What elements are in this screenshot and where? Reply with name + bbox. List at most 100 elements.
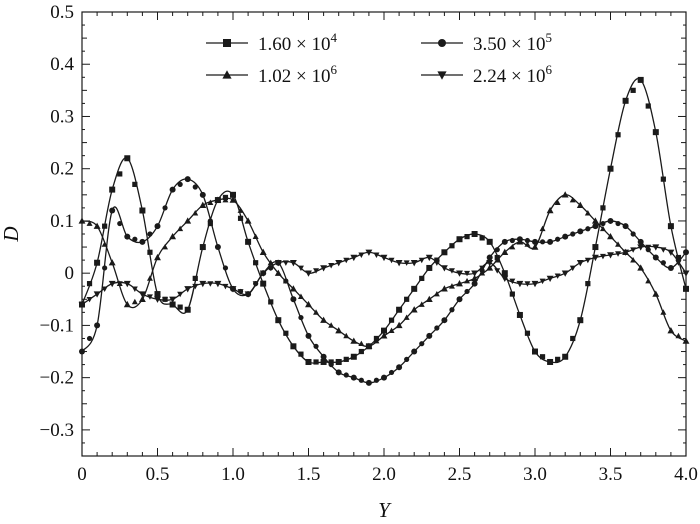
legend-marker — [222, 70, 232, 79]
data-point — [576, 201, 584, 208]
data-point-mid — [101, 241, 108, 247]
data-point — [516, 280, 524, 288]
data-point-mid — [177, 291, 184, 298]
data-point-mid — [600, 220, 606, 227]
data-point-mid — [282, 277, 289, 284]
x-tick-label: 4.0 — [674, 464, 698, 485]
data-point-mid — [283, 330, 289, 336]
data-point — [456, 280, 463, 287]
data-point-mid — [448, 283, 455, 289]
data-point — [335, 260, 343, 267]
data-point — [199, 191, 206, 198]
series-circle — [79, 176, 689, 386]
data-point — [561, 270, 569, 277]
data-point — [637, 264, 645, 271]
data-point — [667, 223, 674, 230]
data-point-mid — [599, 253, 606, 260]
data-point-mid — [328, 322, 335, 328]
data-point-mid — [418, 301, 425, 307]
data-point-mid — [373, 337, 380, 344]
data-point — [607, 217, 614, 224]
data-point-mid — [298, 351, 304, 357]
data-point — [546, 206, 554, 214]
data-point-mid — [675, 332, 682, 339]
data-point-mid — [570, 335, 576, 342]
data-point — [637, 238, 644, 245]
data-point — [138, 291, 146, 298]
data-point — [456, 270, 463, 277]
data-point — [396, 306, 403, 313]
legend-marker — [223, 39, 231, 47]
data-point — [305, 270, 312, 277]
data-point — [667, 249, 675, 256]
data-point-mid — [479, 265, 486, 272]
data-point — [532, 348, 538, 355]
data-point — [290, 343, 297, 350]
data-point — [622, 97, 629, 104]
data-point — [139, 238, 146, 245]
data-point — [94, 322, 101, 329]
data-point-mid — [132, 236, 138, 242]
legend-exponent: 6 — [545, 62, 552, 77]
data-point — [244, 291, 252, 298]
data-point — [335, 358, 342, 365]
data-point — [501, 238, 508, 245]
data-point — [440, 265, 448, 272]
data-point — [577, 317, 584, 324]
data-point-mid — [509, 237, 515, 244]
data-point-mid — [192, 184, 198, 190]
data-point — [169, 301, 176, 308]
data-point — [320, 265, 328, 272]
data-point-mid — [660, 260, 666, 266]
data-point-mid — [585, 281, 591, 287]
data-point — [93, 222, 101, 229]
data-point-mid — [630, 256, 637, 263]
data-point — [350, 374, 357, 381]
data-point-mid — [237, 289, 244, 295]
data-point — [94, 259, 101, 266]
data-point — [93, 291, 101, 298]
data-point-mid — [343, 332, 350, 339]
data-point-mid — [464, 277, 471, 284]
y-tick-label: 0.2 — [50, 159, 74, 180]
data-point-mid — [403, 260, 410, 266]
data-point — [138, 295, 146, 302]
data-point-mid — [192, 275, 198, 281]
legend-entry: 1.60 × 104 — [206, 30, 337, 55]
data-point — [501, 270, 508, 277]
data-point-mid — [404, 296, 410, 302]
data-point — [289, 260, 297, 267]
data-point — [411, 285, 418, 292]
data-point — [274, 260, 282, 267]
data-point-mid — [494, 256, 501, 263]
data-point-mid — [268, 299, 274, 305]
data-point-mid — [343, 356, 349, 362]
data-point-mid — [162, 243, 169, 250]
series-triangle-up — [78, 191, 690, 350]
data-point-mid — [328, 263, 335, 269]
data-point — [350, 353, 357, 360]
data-point-mid — [660, 247, 667, 253]
data-point — [486, 264, 494, 271]
data-point-mid — [207, 220, 213, 227]
data-point-mid — [222, 265, 229, 271]
y-tick-label: 0.1 — [50, 211, 74, 232]
data-point — [139, 207, 146, 214]
data-point — [320, 316, 328, 323]
data-point-mid — [539, 354, 546, 360]
data-point — [184, 217, 192, 224]
data-point — [471, 274, 479, 282]
data-point-mid — [252, 233, 259, 239]
data-point — [229, 286, 237, 293]
series-line — [81, 178, 687, 384]
data-point-mid — [660, 309, 667, 315]
data-point-mid — [660, 176, 666, 182]
data-point-mid — [388, 257, 395, 264]
data-point-mid — [448, 268, 455, 274]
data-point-mid — [86, 335, 93, 342]
data-point-mid — [615, 251, 622, 257]
data-point-mid — [252, 281, 259, 287]
data-point-mid — [464, 234, 470, 240]
data-point — [471, 280, 478, 287]
data-point — [425, 254, 433, 262]
